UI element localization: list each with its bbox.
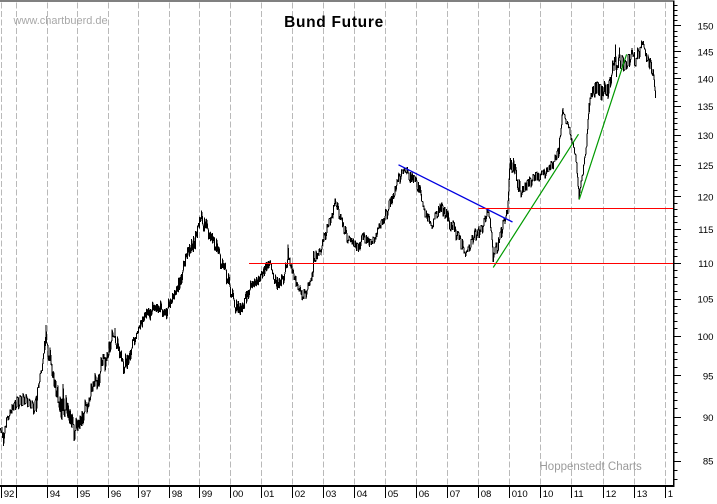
svg-text:92: 92: [4, 489, 15, 499]
svg-text:95: 95: [703, 371, 714, 382]
svg-text:120: 120: [697, 192, 713, 203]
svg-text:85: 85: [703, 457, 714, 468]
svg-text:96: 96: [111, 489, 122, 499]
svg-text:125: 125: [697, 161, 713, 172]
svg-text:02: 02: [295, 489, 306, 499]
svg-text:94: 94: [50, 489, 61, 499]
svg-text:00: 00: [233, 489, 244, 499]
svg-text:150: 150: [697, 22, 713, 33]
svg-text:90: 90: [703, 413, 714, 424]
svg-text:01: 01: [264, 489, 275, 499]
svg-text:1: 1: [668, 489, 673, 499]
svg-text:Hoppenstedt Charts: Hoppenstedt Charts: [540, 461, 643, 473]
svg-text:010: 010: [512, 489, 528, 499]
svg-text:13: 13: [637, 489, 648, 499]
svg-text:07: 07: [450, 489, 461, 499]
svg-text:145: 145: [697, 47, 713, 58]
svg-text:Bund Future: Bund Future: [284, 14, 384, 31]
svg-text:110: 110: [698, 259, 713, 270]
svg-text:105: 105: [697, 295, 713, 306]
svg-text:98: 98: [172, 489, 183, 499]
svg-text:140: 140: [697, 74, 713, 85]
svg-text:100: 100: [697, 332, 713, 343]
svg-text:99: 99: [202, 489, 213, 499]
svg-text:12: 12: [606, 489, 617, 499]
svg-text:97: 97: [141, 489, 152, 499]
svg-text:130: 130: [697, 131, 713, 142]
svg-text:04: 04: [357, 489, 368, 499]
svg-text:11: 11: [574, 489, 584, 499]
svg-text:www.chartbuerd.de: www.chartbuerd.de: [13, 15, 108, 27]
svg-text:05: 05: [388, 489, 399, 499]
svg-text:06: 06: [419, 489, 430, 499]
svg-text:03: 03: [326, 489, 337, 499]
svg-text:08: 08: [481, 489, 492, 499]
svg-text:95: 95: [80, 489, 91, 499]
svg-text:10: 10: [543, 489, 554, 499]
svg-text:135: 135: [697, 102, 713, 113]
svg-text:115: 115: [698, 225, 713, 236]
